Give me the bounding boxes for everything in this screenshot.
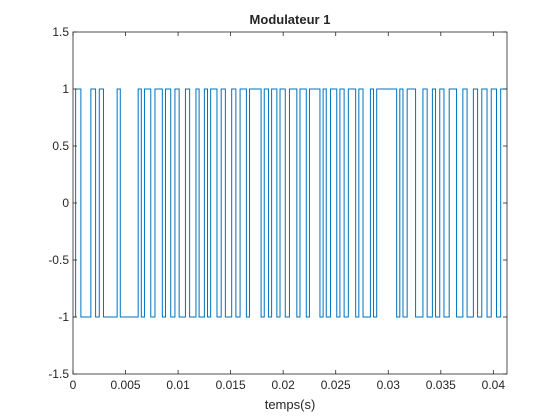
chart-title: Modulateur 1 <box>250 12 331 27</box>
y-tick-label: 1 <box>62 82 69 96</box>
y-axis: -1.5 -1 -0.5 0 0.5 1 1.5 <box>48 25 507 381</box>
x-tick-label: 0.03 <box>377 378 401 392</box>
x-tick-label: 0.005 <box>111 378 141 392</box>
y-tick-label: -0.5 <box>48 253 69 267</box>
signal-line <box>73 88 507 318</box>
signal-layer <box>73 88 507 318</box>
x-tick-label: 0.015 <box>216 378 246 392</box>
x-tick-label: 0.035 <box>426 378 456 392</box>
y-tick-label: 0.5 <box>52 139 69 153</box>
x-tick-label: 0.025 <box>321 378 351 392</box>
x-tick-label: 0.04 <box>482 378 506 392</box>
x-tick-label: 0.02 <box>271 378 295 392</box>
y-tick-label: 1.5 <box>52 25 69 39</box>
x-axis: 0 0.005 0.01 0.015 0.02 0.025 0.03 0.035 0.04 <box>70 32 506 392</box>
y-tick-label: -1 <box>58 310 69 324</box>
y-tick-label: 0 <box>62 196 69 210</box>
y-tick-label: -1.5 <box>48 367 69 381</box>
x-tick-label: 0.01 <box>166 378 190 392</box>
x-axis-label: temps(s) <box>265 397 316 412</box>
x-tick-label: 0 <box>70 378 77 392</box>
